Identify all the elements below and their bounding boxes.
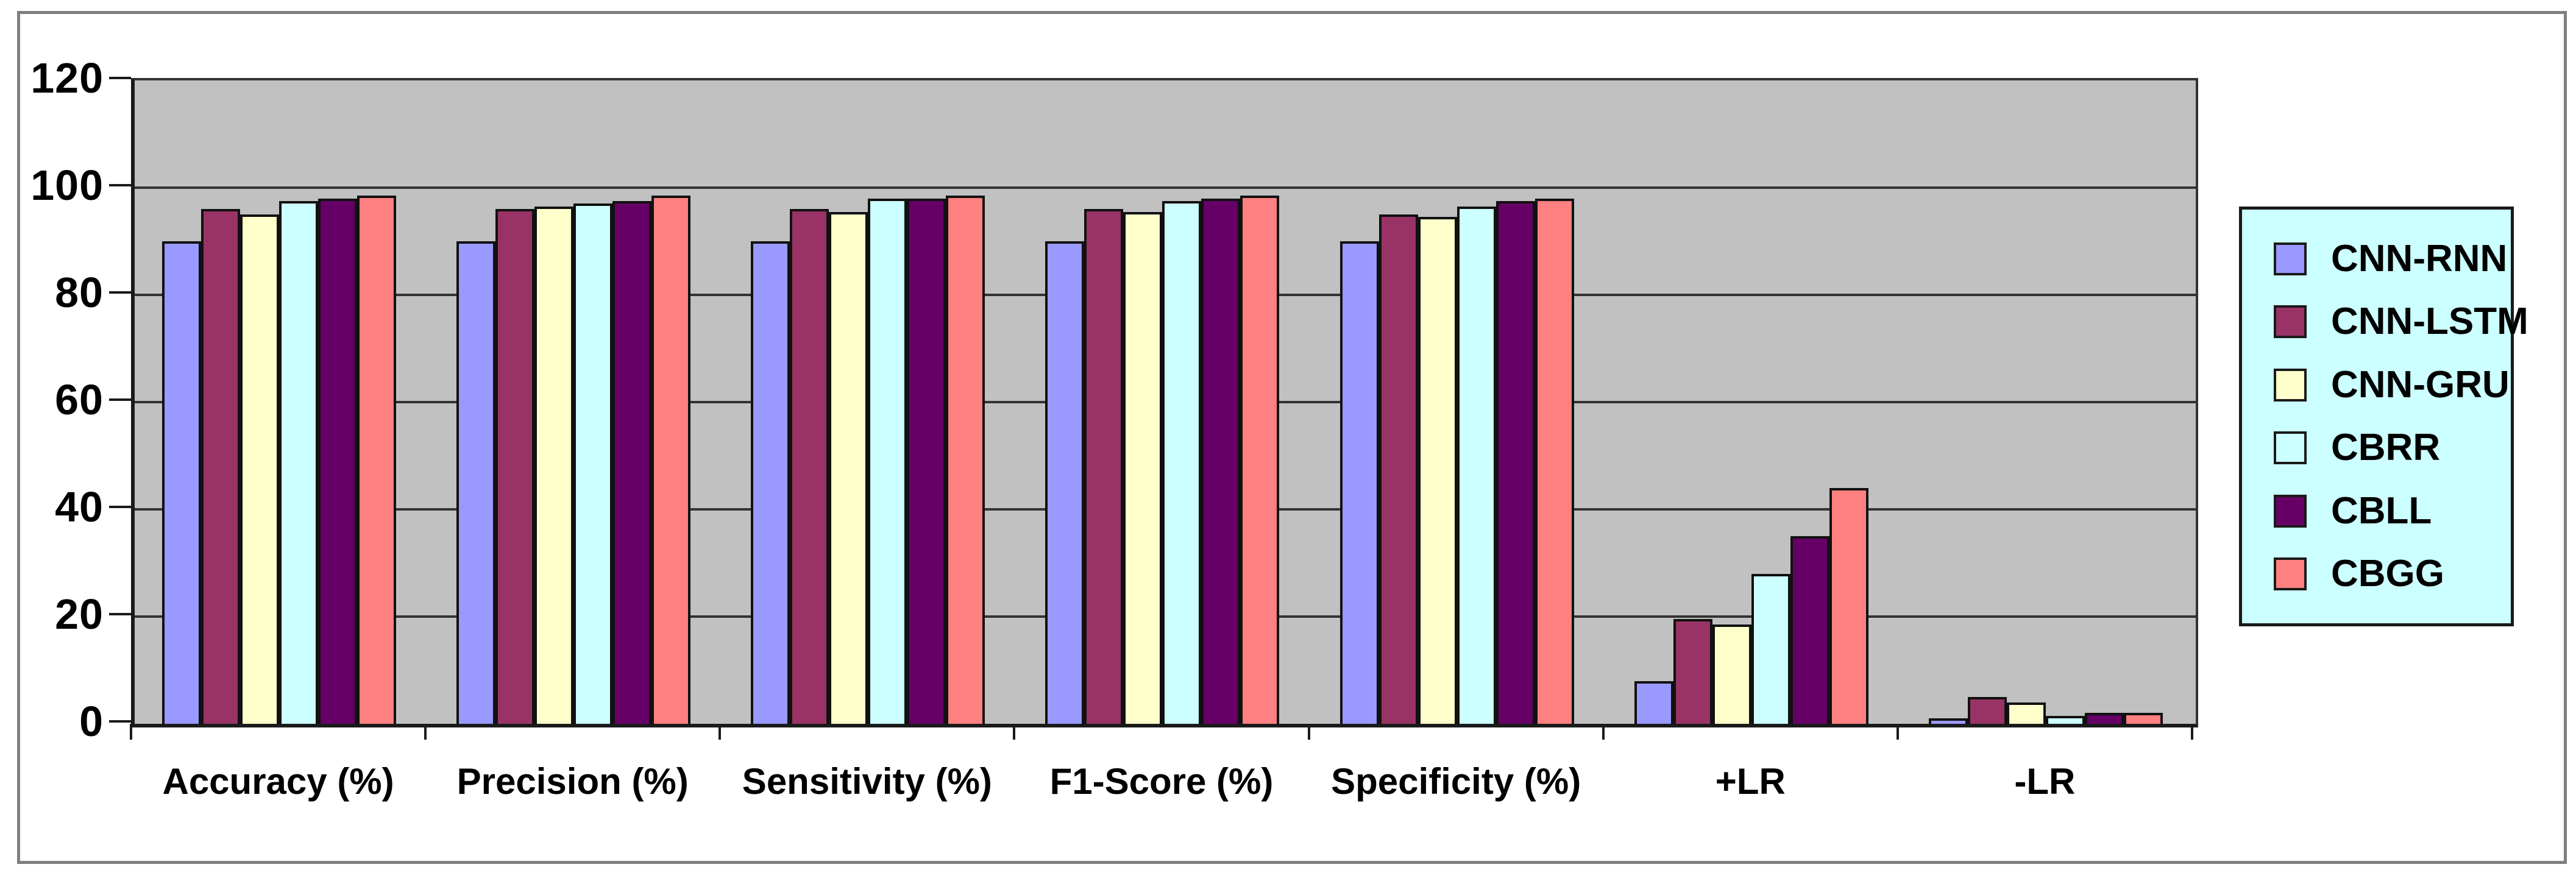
bar-cbgg-cat4	[1535, 198, 1574, 724]
x-tick-mark-1	[424, 724, 427, 740]
bar-cbll-cat6	[2084, 713, 2124, 724]
bar-cnn-rnn-cat5	[1634, 681, 1673, 724]
y-tick-mark-80	[109, 291, 131, 294]
category-label-2: Sensitivity (%)	[742, 761, 992, 802]
bar-cnn-rnn-cat6	[1928, 718, 1968, 724]
bar-cnn-rnn-cat4	[1339, 241, 1379, 724]
x-tick-mark-3	[1013, 724, 1016, 740]
bar-cnn-rnn-cat3	[1045, 241, 1085, 724]
plot-area	[131, 78, 2198, 727]
y-tick-mark-0	[109, 720, 131, 723]
bar-cbrr-cat6	[2045, 715, 2085, 724]
category-label-5: +LR	[1715, 761, 1786, 802]
y-axis-label-60: 60	[55, 376, 104, 423]
x-tick-mark-5	[1602, 724, 1605, 740]
category-label-6: -LR	[2014, 761, 2076, 802]
category-label-4: Specificity (%)	[1331, 761, 1581, 802]
y-tick-mark-60	[109, 398, 131, 401]
bar-cnn-gru-cat4	[1418, 217, 1457, 724]
legend-entry-cbrr: CBRR	[2274, 429, 2511, 467]
bar-cbll-cat3	[1201, 198, 1241, 724]
bar-cnn-lstm-cat2	[790, 209, 829, 724]
legend-swatch-icon	[2274, 305, 2307, 339]
y-axis-label-100: 100	[30, 161, 104, 209]
x-tick-mark-4	[1307, 724, 1310, 740]
category-label-0: Accuracy (%)	[162, 761, 394, 802]
bar-cnn-gru-cat1	[534, 206, 574, 724]
bar-cbgg-cat1	[651, 196, 691, 724]
bar-cnn-gru-cat3	[1123, 211, 1163, 724]
bar-cbrr-cat1	[573, 203, 613, 724]
bar-cbll-cat4	[1496, 201, 1535, 724]
bar-cbll-cat5	[1790, 536, 1829, 724]
y-tick-mark-40	[109, 506, 131, 508]
bar-cbll-cat2	[907, 198, 946, 724]
legend-swatch-icon	[2274, 431, 2307, 465]
bar-cnn-lstm-cat1	[495, 209, 535, 724]
bar-cbrr-cat4	[1457, 206, 1496, 724]
y-tick-mark-120	[109, 77, 131, 79]
x-tick-mark-2	[719, 724, 722, 740]
x-tick-mark-7	[2191, 724, 2193, 740]
bar-cnn-lstm-cat5	[1673, 619, 1712, 724]
bar-cnn-gru-cat5	[1712, 624, 1751, 724]
bar-cnn-lstm-cat6	[1967, 697, 2007, 724]
bar-cbrr-cat0	[279, 201, 318, 724]
y-axis-label-0: 0	[79, 698, 104, 745]
legend-swatch-icon	[2274, 368, 2307, 402]
bar-cbrr-cat5	[1751, 573, 1790, 724]
bar-cbll-cat0	[318, 198, 357, 724]
y-tick-mark-20	[109, 613, 131, 615]
legend-swatch-icon	[2274, 494, 2307, 528]
bar-cnn-lstm-cat3	[1084, 209, 1124, 724]
bar-cnn-gru-cat2	[829, 211, 868, 724]
bar-cbll-cat1	[612, 201, 652, 724]
legend-swatch-icon	[2274, 242, 2307, 275]
bar-cbgg-cat0	[357, 196, 396, 724]
legend: CNN-RNN CNN-LSTM CNN-GRU CBRR CBLL CBGG	[2239, 207, 2528, 626]
legend-swatch-icon	[2274, 557, 2307, 591]
gridline-100	[135, 186, 2196, 189]
bar-cnn-rnn-cat1	[456, 241, 496, 724]
y-tick-mark-100	[109, 184, 131, 186]
y-axis-label-120: 120	[30, 54, 104, 102]
category-label-3: F1-Score (%)	[1049, 761, 1274, 802]
bar-cnn-rnn-cat2	[751, 241, 790, 724]
bar-cbgg-cat3	[1240, 196, 1280, 724]
legend-entry-cbgg: CBGG	[2274, 555, 2511, 593]
legend-label: CBGG	[2331, 553, 2444, 595]
x-tick-mark-0	[130, 724, 132, 740]
legend-entry-cnn-lstm: CNN-LSTM	[2274, 303, 2528, 341]
y-axis-label-20: 20	[55, 590, 104, 638]
bar-cnn-rnn-cat0	[162, 241, 201, 724]
legend-entry-cbll: CBLL	[2274, 492, 2511, 530]
bar-cnn-gru-cat0	[240, 214, 279, 724]
bar-cbgg-cat6	[2123, 713, 2163, 724]
legend-label: CNN-GRU	[2331, 363, 2510, 406]
bar-cbrr-cat2	[868, 198, 907, 724]
bar-cbgg-cat5	[1829, 487, 1868, 724]
x-tick-mark-6	[1896, 724, 1899, 740]
bar-cnn-lstm-cat4	[1378, 214, 1418, 724]
bar-cbrr-cat3	[1162, 201, 1202, 724]
bar-cnn-gru-cat6	[2006, 702, 2046, 724]
category-label-1: Precision (%)	[456, 761, 689, 802]
legend-label: CNN-RNN	[2331, 237, 2508, 280]
legend-entry-cnn-gru: CNN-GRU	[2274, 366, 2511, 404]
bar-cnn-lstm-cat0	[201, 209, 240, 724]
legend-label: CNN-LSTM	[2331, 300, 2528, 343]
y-axis-label-40: 40	[55, 483, 104, 531]
legend-label: CBRR	[2331, 426, 2441, 469]
legend-label: CBLL	[2331, 489, 2432, 532]
legend-entry-cnn-rnn: CNN-RNN	[2274, 237, 2511, 280]
y-axis-label-80: 80	[55, 269, 104, 316]
bar-cbgg-cat2	[946, 196, 985, 724]
